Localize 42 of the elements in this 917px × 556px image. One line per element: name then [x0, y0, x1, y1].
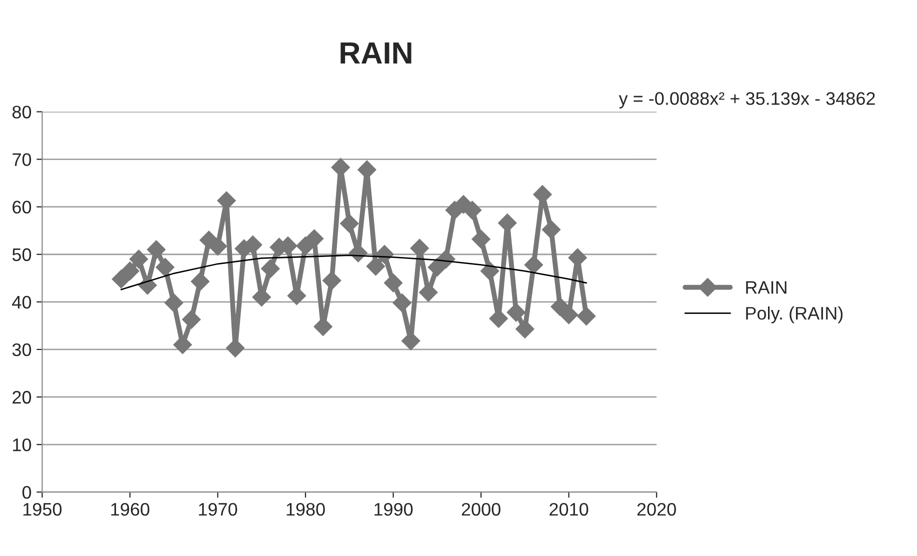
point: [366, 256, 386, 276]
y-tick-label: 50: [12, 248, 32, 262]
point: [516, 320, 534, 338]
point: [146, 240, 166, 259]
x-tick-label: 2000: [462, 502, 500, 516]
x-tick-label: 2010: [550, 502, 588, 516]
y-tick-label: 60: [12, 200, 32, 214]
point: [208, 236, 228, 256]
point: [261, 259, 280, 278]
point: [182, 310, 201, 329]
point: [190, 272, 210, 291]
x-tick-label: 2020: [637, 502, 676, 516]
point: [524, 255, 544, 274]
x-tick-label: 1960: [111, 502, 150, 516]
x-tick-label: 1990: [374, 502, 413, 516]
point: [542, 220, 561, 240]
x-tick-label: 1950: [23, 502, 62, 516]
legend-label: RAIN: [746, 281, 786, 294]
point: [480, 262, 500, 280]
point: [322, 271, 342, 290]
point: [506, 303, 526, 322]
y-tick-label: 30: [12, 343, 32, 356]
x-tick-label: 1980: [286, 502, 325, 516]
point: [576, 306, 596, 326]
legend-label: Poly. (RAIN): [746, 306, 843, 324]
point: [472, 230, 490, 249]
point: [129, 250, 148, 268]
point: [156, 258, 174, 277]
y-tick-label: 80: [12, 106, 32, 118]
y-tick-label: 70: [12, 153, 32, 166]
point: [384, 274, 403, 292]
chart-title: RAIN: [340, 42, 412, 64]
point: [164, 294, 184, 312]
point: [120, 262, 140, 280]
y-tick-label: 20: [12, 390, 32, 404]
y-tick-label: 40: [12, 296, 32, 309]
point: [392, 294, 412, 312]
point: [340, 214, 359, 233]
text: y = -0.0088x² + 35.139x - 34862: [618, 92, 875, 108]
y-tick-label: 10: [13, 438, 32, 452]
x-tick-label: 1970: [199, 502, 238, 516]
y-tick-label: 0: [22, 486, 32, 499]
